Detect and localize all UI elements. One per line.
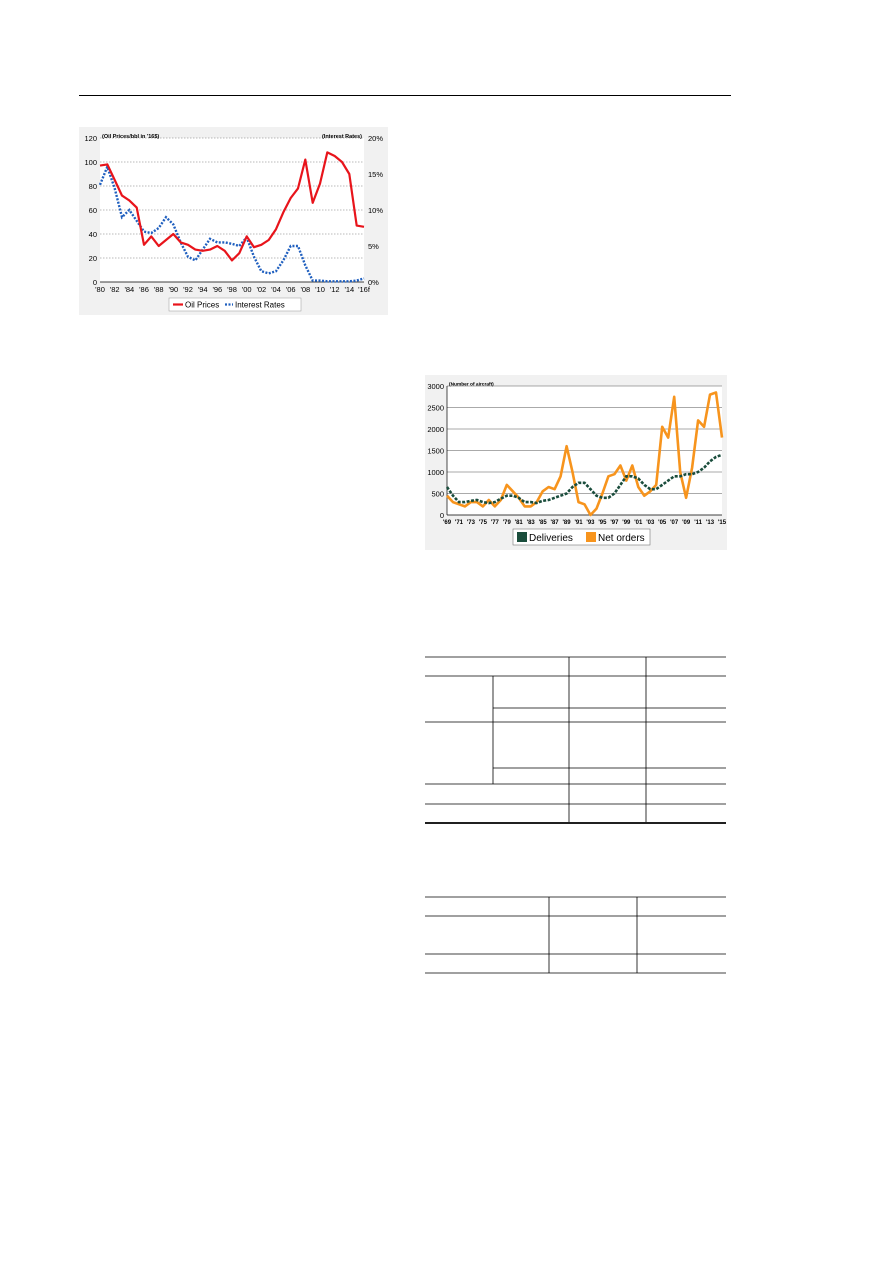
y-tick-label: 3000	[427, 382, 444, 391]
x-tick-label: '07	[670, 520, 679, 526]
x-tick-label: '06	[286, 285, 296, 294]
y-axis-title: (Number of aircraft)	[449, 382, 494, 388]
x-tick-label: '12	[330, 285, 340, 294]
y-left-tick-label: 120	[84, 134, 97, 143]
x-tick-label: '79	[503, 520, 512, 526]
x-tick-label: '96	[212, 285, 222, 294]
x-tick-label: '93	[586, 520, 595, 526]
oil-price-interest-rate-chart: 0 20 40 60 80 100 120 0% 5% 10% 15% 20% '80 '82 '84 '86…	[79, 127, 388, 315]
legend-box	[168, 297, 302, 312]
legend-swatch-net-orders	[586, 532, 596, 542]
legend-label-net-orders: Net orders	[598, 533, 645, 544]
net-orders-line	[446, 391, 724, 517]
legend-box	[512, 528, 651, 546]
y-left-tick-label: 60	[89, 206, 97, 215]
oil-price-interest-rate-chart-svg: 0 20 40 60 80 100 120 0% 5% 10% 15% 20% '80 '82 '84 '86…	[84, 134, 383, 312]
x-tick-label: '91	[574, 520, 583, 526]
x-tick-label: '71	[455, 520, 464, 526]
header-rule	[79, 95, 731, 96]
x-tick-label: '77	[491, 520, 500, 526]
y-right-tick-label: 10%	[368, 206, 383, 215]
oil-prices-line	[99, 151, 365, 262]
x-tick-label: '85	[539, 520, 548, 526]
x-tick-label: '16f	[358, 285, 371, 294]
x-tick-label: '08	[300, 285, 310, 294]
empty-table-1-grid	[425, 656, 726, 824]
y-tick-label: 500	[431, 490, 444, 499]
y-tick-label: 2500	[427, 404, 444, 413]
x-tick-label: '80	[95, 285, 105, 294]
y-tick-label: 1500	[427, 447, 444, 456]
legend-label-deliveries: Deliveries	[529, 533, 573, 544]
y-left-tick-label: 0	[93, 278, 97, 287]
empty-table-2	[425, 896, 727, 976]
x-tick-label: '87	[551, 520, 560, 526]
x-tick-label: '99	[622, 520, 631, 526]
x-tick-label: '81	[515, 520, 524, 526]
x-tick-label: '01	[634, 520, 643, 526]
deliveries-line	[445, 453, 723, 505]
y-right-tick-label: 0%	[368, 278, 379, 287]
x-tick-label: '09	[682, 520, 691, 526]
x-tick-label: '15	[718, 520, 727, 526]
x-tick-label: '75	[479, 520, 488, 526]
y-left-tick-label: 20	[89, 254, 97, 263]
x-tick-label: '83	[527, 520, 536, 526]
x-tick-label: '02	[256, 285, 266, 294]
x-tick-label: '14	[344, 285, 354, 294]
x-tick-label: '92	[183, 285, 193, 294]
aircraft-orders-deliveries-chart: 0 500 1000 1500 2000 2500 3000'69'71'73'75'77 '…	[425, 375, 727, 550]
x-tick-label: '69	[443, 520, 452, 526]
x-tick-label: '11	[694, 520, 702, 526]
legend-label-interest-rates: Interest Rates	[235, 301, 285, 310]
interest-rates-line	[98, 163, 365, 283]
legend-label-oil-prices: Oil Prices	[185, 301, 219, 310]
x-tick-label: '98	[227, 285, 237, 294]
y-tick-label: 2000	[427, 425, 444, 434]
x-tick-label: '86	[139, 285, 149, 294]
x-tick-label: '88	[154, 285, 164, 294]
x-tick-label: '90	[168, 285, 178, 294]
y-tick-label: 0	[440, 511, 444, 520]
y-left-tick-label: 80	[89, 182, 97, 191]
right-axis-title: (Interest Rates)	[322, 134, 362, 140]
x-tick-label: '89	[563, 520, 572, 526]
y-tick-label: 1000	[427, 468, 444, 477]
x-tick-label: '03	[646, 520, 655, 526]
y-left-tick-label: 40	[89, 230, 97, 239]
legend: Oil Prices Interest Rates	[168, 297, 302, 312]
legend-swatch-deliveries	[517, 532, 527, 542]
left-axis-title: (Oil Prices/bbl in '16$)	[102, 134, 159, 140]
y-right-tick-label: 20%	[368, 134, 383, 143]
x-tick-label: '94	[198, 285, 208, 294]
y-right-tick-label: 15%	[368, 170, 383, 179]
x-tick-label: '82	[110, 285, 120, 294]
x-tick-label: '04	[271, 285, 281, 294]
y-right-tick-label: 5%	[368, 242, 379, 251]
x-tick-label: '10	[315, 285, 325, 294]
x-tick-label: '13	[706, 520, 715, 526]
x-tick-label: '84	[124, 285, 134, 294]
x-tick-label: '05	[658, 520, 667, 526]
legend: Deliveries Net orders	[512, 528, 651, 546]
x-tick-label: '97	[610, 520, 619, 526]
x-tick-label: '73	[467, 520, 476, 526]
y-left-tick-label: 100	[84, 158, 97, 167]
x-tick-label: '95	[598, 520, 607, 526]
x-tick-label: '00	[242, 285, 252, 294]
empty-table-1	[425, 656, 727, 826]
empty-table-2-grid	[425, 896, 726, 974]
